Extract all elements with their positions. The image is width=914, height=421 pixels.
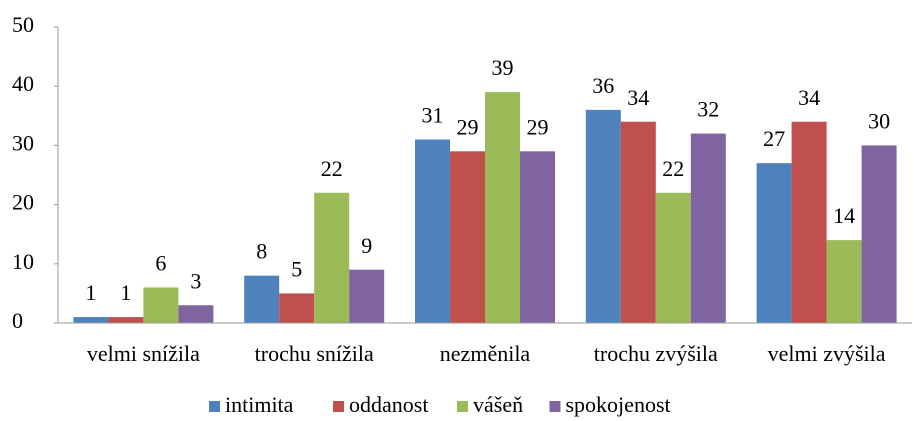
x-tick-label: velmi snížila: [87, 341, 200, 366]
legend-swatch: [457, 401, 468, 412]
data-label: 14: [833, 203, 855, 228]
x-tick-label: trochu snížila: [255, 341, 374, 366]
bar: [756, 163, 792, 323]
bar: [520, 151, 555, 323]
data-label: 5: [291, 256, 302, 281]
bar: [279, 293, 315, 323]
data-label: 34: [627, 85, 649, 110]
data-label: 29: [457, 114, 479, 139]
data-label: 8: [256, 239, 267, 264]
y-tick-label: 10: [12, 249, 34, 274]
legend-swatch: [549, 401, 561, 412]
data-label: 34: [798, 85, 820, 110]
bar: [415, 139, 450, 323]
data-label: 22: [662, 156, 684, 181]
legend-label: vášeň: [473, 392, 523, 417]
bar: [178, 305, 214, 323]
data-label: 30: [868, 108, 890, 133]
x-tick-label: nezměnila: [440, 341, 531, 366]
data-label: 1: [85, 280, 96, 305]
bar: [108, 317, 144, 323]
bar: [244, 275, 280, 323]
bar: [655, 192, 691, 323]
x-tick-label: velmi zvýšila: [768, 341, 886, 366]
data-label: 6: [155, 251, 166, 276]
data-label: 29: [527, 114, 549, 139]
legend-swatch: [209, 401, 220, 412]
y-tick-label: 20: [12, 190, 34, 215]
data-label: 1: [120, 280, 131, 305]
data-label: 36: [592, 73, 614, 98]
bar: [143, 287, 179, 323]
legend-swatch: [333, 401, 344, 412]
bar: [314, 192, 350, 323]
bar: [690, 133, 726, 323]
bar: [826, 240, 862, 323]
legend-label: intimita: [225, 392, 294, 417]
data-label: 27: [763, 126, 785, 151]
bar: [73, 317, 109, 323]
x-tick-label: trochu zvýšila: [594, 341, 718, 366]
data-label: 22: [321, 156, 343, 181]
bar: [585, 109, 621, 323]
y-tick-label: 40: [12, 71, 34, 96]
data-label: 39: [492, 55, 514, 80]
data-label: 3: [190, 268, 201, 293]
y-tick-label: 0: [12, 308, 23, 333]
data-label: 31: [422, 103, 444, 128]
bar: [620, 121, 656, 323]
bar: [450, 151, 485, 323]
legend-label: oddanost: [349, 392, 428, 417]
bar: [861, 145, 897, 323]
legend-label: spokojenost: [566, 392, 671, 417]
data-label: 9: [361, 233, 372, 258]
y-tick-label: 30: [12, 130, 34, 155]
bar: [485, 92, 520, 324]
bar: [791, 121, 827, 323]
data-label: 32: [697, 97, 719, 122]
y-tick-label: 50: [12, 12, 34, 37]
bar: [349, 269, 385, 323]
